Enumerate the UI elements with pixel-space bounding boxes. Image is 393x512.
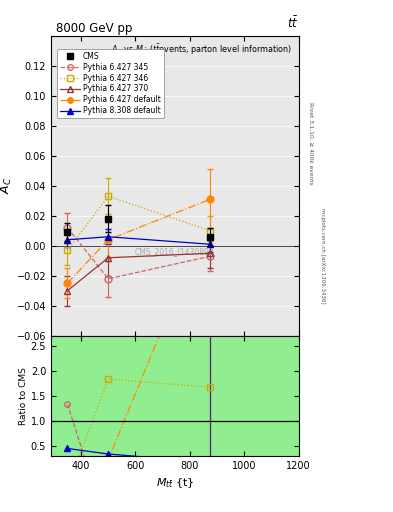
Y-axis label: $A_C$: $A_C$ bbox=[0, 177, 14, 195]
Text: 8000 GeV pp: 8000 GeV pp bbox=[56, 22, 132, 35]
Text: Rivet 3.1.10, ≥ 400k events: Rivet 3.1.10, ≥ 400k events bbox=[309, 102, 314, 185]
Text: CMS_2016_I1430892: CMS_2016_I1430892 bbox=[135, 247, 215, 257]
Text: mcplots.cern.ch [arXiv:1306.3436]: mcplots.cern.ch [arXiv:1306.3436] bbox=[320, 208, 325, 304]
Y-axis label: Ratio to CMS: Ratio to CMS bbox=[19, 367, 28, 424]
Legend: CMS, Pythia 6.427 345, Pythia 6.427 346, Pythia 6.427 370, Pythia 6.427 default,: CMS, Pythia 6.427 345, Pythia 6.427 346,… bbox=[57, 49, 163, 118]
Text: $A_C$ vs $M_{t\bar{t}}$ ($t\bar{t}$events, parton level information): $A_C$ vs $M_{t\bar{t}}$ ($t\bar{t}$event… bbox=[110, 42, 291, 57]
X-axis label: $M_{t\bar{t}}$ {t}: $M_{t\bar{t}}$ {t} bbox=[156, 476, 194, 490]
Bar bbox=[51, 336, 299, 456]
Text: $t\bar{t}$: $t\bar{t}$ bbox=[287, 16, 299, 31]
